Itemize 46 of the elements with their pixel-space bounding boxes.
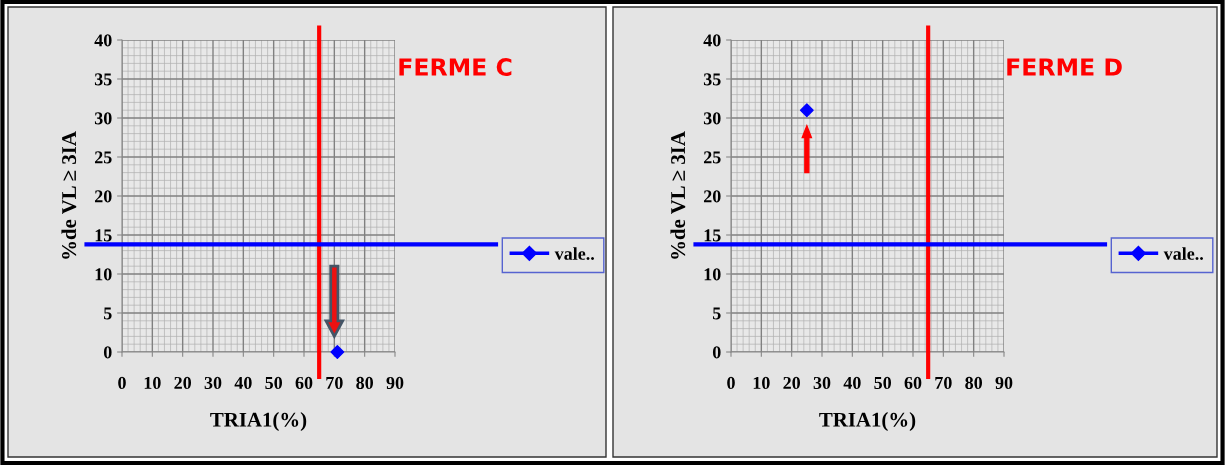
x-tick-label: 10 bbox=[144, 376, 161, 390]
x-tick-label: 0 bbox=[118, 376, 126, 390]
text: FERME C bbox=[399, 58, 512, 76]
legend-label: vale.. bbox=[554, 247, 594, 260]
y-tick-label: 35 bbox=[94, 73, 112, 86]
x-tick-label: 70 bbox=[935, 376, 952, 390]
text: FERME D bbox=[1007, 58, 1122, 76]
y-tick-label: 30 bbox=[703, 112, 721, 125]
y-tick-label: 5 bbox=[103, 307, 112, 320]
x-tick-label: 30 bbox=[813, 376, 831, 390]
x-tick-label: 40 bbox=[234, 376, 252, 390]
y-tick-label: 40 bbox=[94, 34, 112, 47]
y-tick-label: 15 bbox=[704, 229, 721, 242]
x-tick-label: 60 bbox=[295, 376, 313, 390]
y-tick-label: 0 bbox=[712, 346, 721, 359]
y-tick-label: 5 bbox=[712, 307, 721, 320]
x-tick-label: 20 bbox=[174, 376, 192, 390]
x-tick-label: 30 bbox=[204, 376, 222, 390]
y-axis-title: %de VL ≥ 3IA bbox=[670, 131, 686, 259]
x-tick-label: 40 bbox=[843, 376, 861, 390]
y-tick-label: 10 bbox=[95, 268, 112, 281]
x-axis-title: TRIA1(%) bbox=[819, 412, 916, 432]
x-tick-label: 50 bbox=[265, 376, 283, 390]
y-tick-label: 40 bbox=[703, 34, 721, 47]
x-tick-label: 50 bbox=[874, 376, 892, 390]
x-tick-label: 90 bbox=[995, 376, 1013, 390]
y-tick-label: 15 bbox=[95, 229, 112, 242]
y-tick-label: 20 bbox=[703, 190, 721, 203]
x-tick-label: 20 bbox=[783, 376, 801, 390]
y-axis-title: %de VL ≥ 3IA bbox=[61, 131, 77, 259]
x-tick-label: 90 bbox=[386, 376, 404, 390]
y-tick-label: 25 bbox=[94, 151, 112, 164]
x-axis-title: TRIA1(%) bbox=[210, 412, 307, 432]
x-tick-label: 60 bbox=[904, 376, 922, 390]
y-tick-label: 10 bbox=[704, 268, 721, 281]
x-tick-label: 80 bbox=[965, 376, 983, 390]
x-tick-label: 0 bbox=[727, 376, 735, 390]
y-tick-label: 35 bbox=[703, 73, 721, 86]
x-tick-label: 80 bbox=[356, 376, 374, 390]
y-tick-label: 20 bbox=[94, 190, 112, 203]
x-tick-label: 10 bbox=[753, 376, 770, 390]
y-tick-label: 0 bbox=[103, 346, 112, 359]
x-tick-label: 70 bbox=[326, 376, 343, 390]
y-tick-label: 30 bbox=[94, 112, 112, 125]
legend-label: vale.. bbox=[1163, 247, 1203, 260]
y-tick-label: 25 bbox=[703, 151, 721, 164]
